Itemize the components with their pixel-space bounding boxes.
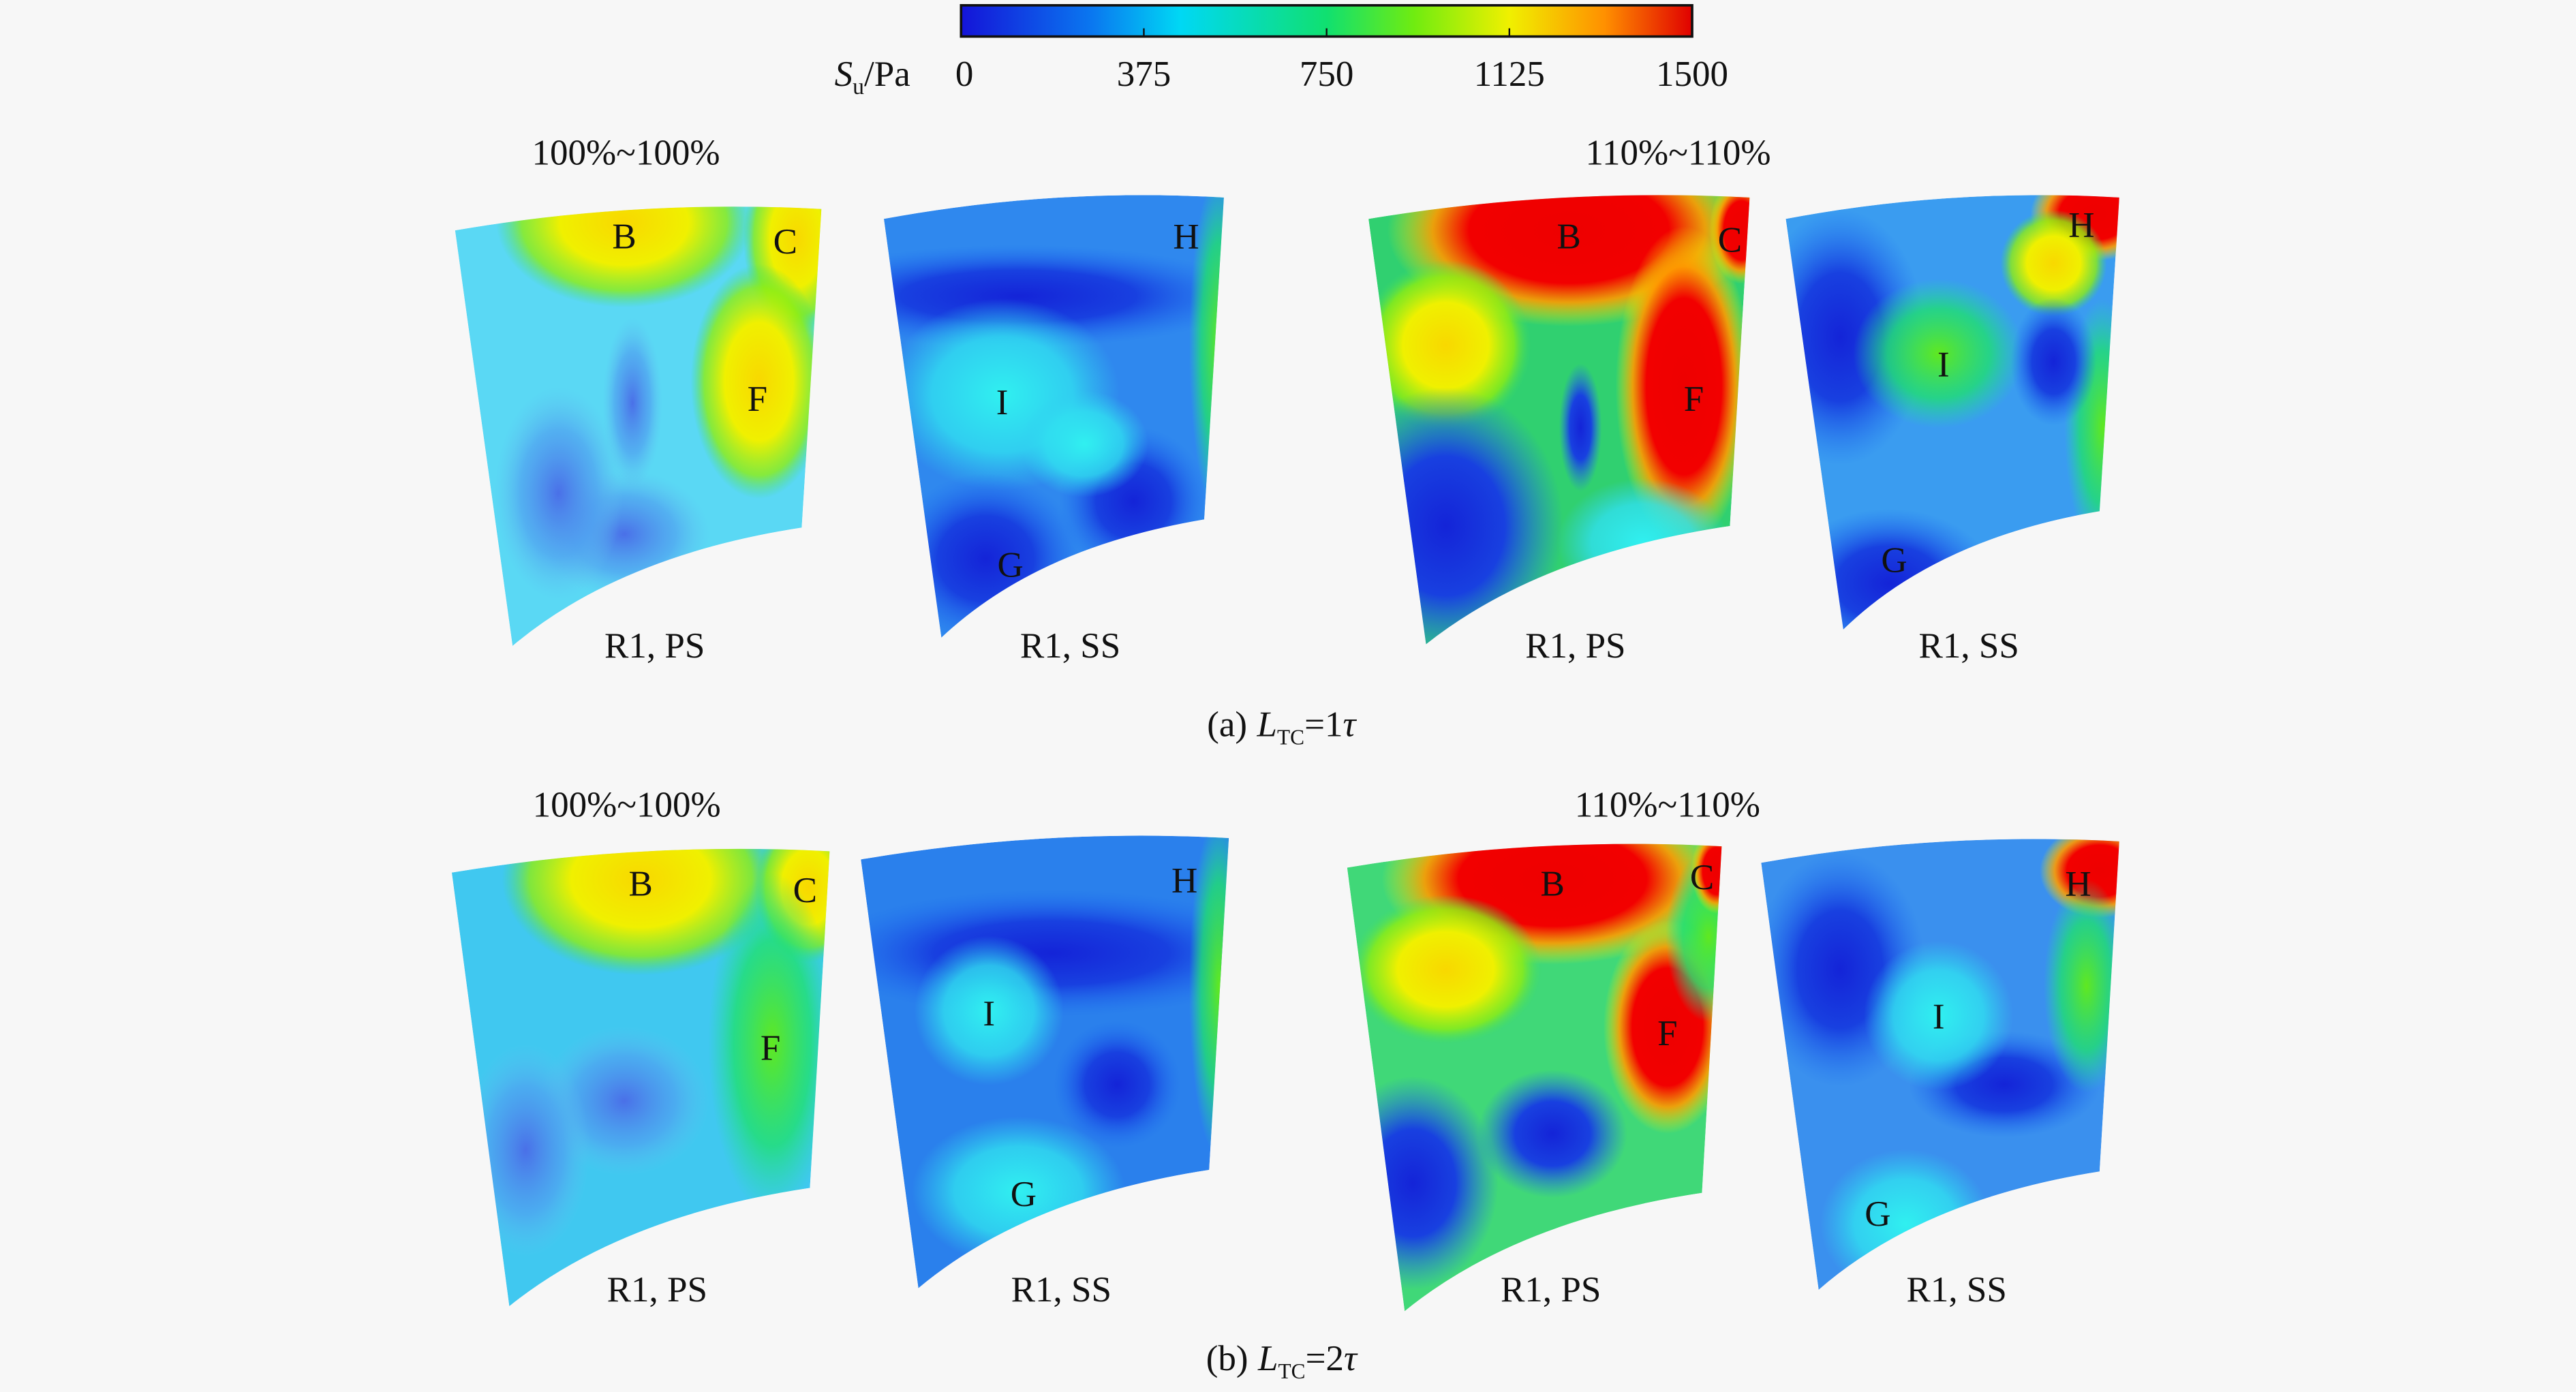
panel-label: R1, PS [1525, 626, 1625, 666]
contour-blob [1349, 895, 1542, 1045]
point-label: C [1718, 220, 1742, 260]
contour-blob [1557, 478, 1729, 607]
caption: (a) LTC=1τ [1207, 705, 1357, 749]
group-title: 100%~100% [533, 786, 721, 825]
contour-map [455, 206, 822, 646]
contour-blob [1053, 1020, 1182, 1149]
contour-map [1368, 195, 1750, 645]
colorbar-tick-label: 0 [955, 55, 974, 94]
panel-label: R1, PS [604, 626, 705, 666]
contour-blob [1615, 226, 1750, 547]
panel-label: R1, SS [1919, 626, 2019, 666]
point-label: F [748, 380, 768, 419]
contour-blob [1853, 279, 2024, 429]
contour-blob [1189, 835, 1229, 1157]
point-label: I [1933, 997, 1945, 1037]
contour-blob [1347, 1076, 1499, 1290]
point-label: C [1690, 858, 1714, 897]
point-label: H [1173, 217, 1199, 257]
contour-blob [461, 1043, 590, 1257]
point-label: F [761, 1028, 781, 1068]
point-label: H [1171, 861, 1197, 901]
colorbar-tick-label: 375 [1117, 55, 1171, 94]
point-label: I [983, 994, 995, 1034]
contour-blob [1691, 844, 1722, 914]
point-label: H [2068, 206, 2094, 245]
unit: /Pa [864, 55, 910, 94]
point-label: I [1937, 345, 1950, 385]
contour-blob [914, 935, 1064, 1085]
contour-map [1785, 195, 2119, 630]
point-label: B [1540, 864, 1564, 903]
colorbar-label: Su/Pa [835, 55, 910, 99]
panel-label: R1, SS [1020, 626, 1120, 666]
caption-label: (a) [1207, 705, 1247, 745]
point-label: B [628, 864, 652, 903]
caption-sub: TC [1277, 726, 1304, 749]
point-label: B [1557, 217, 1581, 257]
colorbar-tick-label: 750 [1300, 55, 1354, 94]
point-label: G [997, 546, 1023, 585]
contour-blob [1477, 1069, 1627, 1198]
colorbar-tick-label: 1125 [1474, 55, 1545, 94]
group-title: 110%~110% [1575, 786, 1760, 825]
contour-blob [2043, 879, 2119, 1093]
contour-blob [502, 848, 780, 976]
point-label: I [996, 383, 1009, 422]
contour-blob [1368, 260, 1531, 431]
point-label: B [612, 217, 636, 257]
caption-label: (b) [1206, 1339, 1248, 1378]
contour-map [451, 848, 830, 1307]
contour-blob [1368, 387, 1563, 645]
contour-blob [1020, 390, 1149, 497]
contour-map [1347, 844, 1722, 1312]
caption: (b) LTC=2τ [1206, 1339, 1358, 1383]
point-label: F [1684, 380, 1704, 419]
contour-blob [1863, 940, 2014, 1091]
group-title: 110%~110% [1585, 134, 1770, 173]
contour-blob [494, 386, 623, 600]
contour-blob [1666, 851, 1722, 1023]
colorbar-tick-label: 1500 [1656, 55, 1728, 94]
contour-map [1761, 839, 2119, 1290]
panel-label: R1, SS [1906, 1270, 2006, 1310]
panel-label: R1, SS [1011, 1270, 1111, 1310]
contour-blob [883, 245, 1224, 347]
caption-sub: TC [1278, 1359, 1306, 1383]
contour-blob [496, 206, 753, 308]
contour-blob [1559, 363, 1602, 492]
caption-tau: τ [1344, 1339, 1358, 1378]
contour-blob [2010, 297, 2097, 426]
contour-blob [708, 872, 830, 1215]
symbol: S [835, 55, 853, 94]
caption-var: L [1257, 705, 1278, 745]
caption-eq: =1 [1304, 705, 1343, 745]
point-label: G [1865, 1194, 1890, 1234]
contour-blob [690, 264, 822, 499]
panel-label: R1, PS [1501, 1270, 1601, 1310]
contour-blob [2000, 209, 2107, 317]
caption-var: L [1257, 1339, 1278, 1378]
contour-blob [602, 317, 662, 489]
caption-tau: τ [1343, 705, 1358, 745]
point-label: C [773, 222, 797, 262]
contour-map [861, 835, 1229, 1288]
point-label: H [2065, 864, 2091, 903]
point-label: F [1657, 1014, 1678, 1053]
symbol-sub: u [853, 74, 864, 99]
panel-label: R1, PS [607, 1270, 707, 1310]
point-label: G [1881, 540, 1907, 580]
point-label: C [793, 871, 817, 910]
group-title: 100%~100% [532, 134, 720, 173]
point-label: G [1011, 1175, 1037, 1214]
contour-blob [1709, 195, 1750, 284]
contour-blob [889, 473, 1082, 638]
caption-eq: =2 [1306, 1339, 1344, 1378]
